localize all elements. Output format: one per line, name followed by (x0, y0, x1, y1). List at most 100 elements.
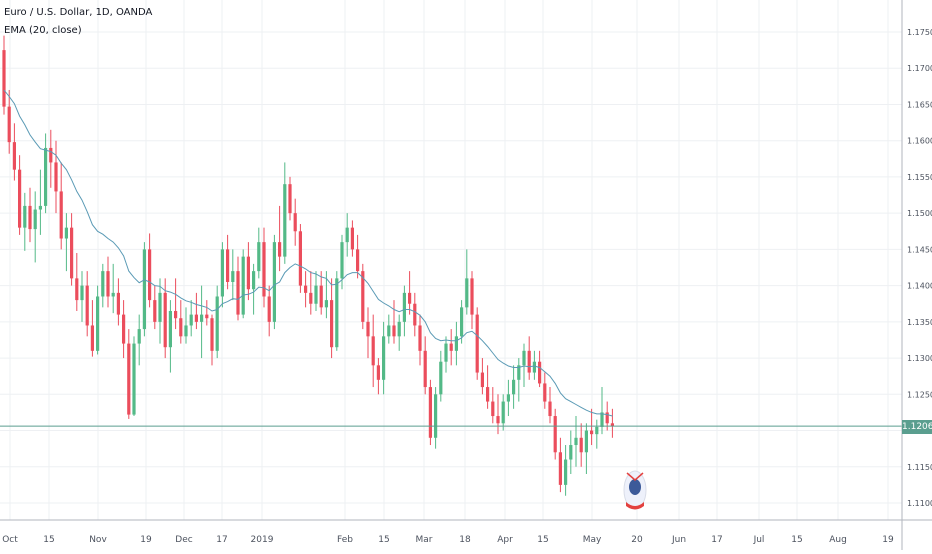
candle (387, 314, 391, 344)
candle (12, 123, 16, 181)
candle-body (158, 292, 162, 322)
candle (283, 162, 287, 264)
candle (356, 234, 360, 279)
candle (210, 314, 214, 366)
candle (127, 329, 131, 419)
candle (111, 263, 115, 314)
candle-body (548, 401, 552, 417)
candle (444, 336, 448, 373)
candle (163, 278, 167, 359)
time-tick-label: May (583, 535, 602, 545)
candle-body (304, 285, 308, 293)
price-tick-label: 1.14000 (907, 282, 932, 291)
price-tick-label: 1.16000 (907, 137, 932, 146)
candle (64, 213, 68, 272)
candle-body (366, 321, 370, 337)
candle (314, 271, 318, 311)
candle-body (356, 249, 360, 272)
candle (184, 307, 188, 344)
indicator-label[interactable]: EMA (20, close) (4, 25, 82, 36)
candle (288, 176, 292, 221)
candle-body (610, 423, 614, 427)
candle (293, 198, 297, 246)
candle-body (210, 318, 214, 351)
candle (517, 358, 521, 402)
candle (486, 365, 490, 409)
candle (179, 300, 183, 344)
candle (345, 213, 349, 257)
candle-body (278, 242, 282, 257)
candle-body (309, 292, 313, 304)
candle (439, 350, 443, 402)
tradingview-logo-icon (623, 470, 647, 510)
candle (428, 379, 432, 446)
candle-body (470, 278, 474, 315)
candle (200, 285, 204, 359)
candle-body (558, 452, 562, 485)
candle (558, 437, 562, 493)
candle (226, 234, 230, 290)
candle (569, 430, 573, 475)
candle (2, 35, 6, 115)
candle (80, 271, 84, 322)
candle-body (335, 278, 339, 348)
candle (272, 234, 276, 330)
candle-body (127, 343, 131, 415)
candle-body (434, 394, 438, 438)
candle-body (330, 300, 334, 348)
candle-body (538, 361, 542, 384)
candle-body (288, 184, 292, 214)
candle-body (465, 278, 469, 308)
candle-body (70, 227, 74, 279)
candle-body (298, 231, 302, 286)
candle (512, 365, 516, 409)
candle-body (163, 292, 167, 348)
grid (0, 0, 902, 520)
candle-body (262, 242, 266, 297)
price-tick-label: 1.14500 (907, 245, 932, 254)
candle (449, 329, 453, 366)
candle-body (142, 249, 146, 330)
candle (361, 263, 365, 330)
candle (418, 314, 422, 366)
candle-body (428, 387, 432, 438)
time-tick-label: 20 (631, 535, 643, 545)
candle-body (174, 310, 178, 319)
price-tick-label: 1.15000 (907, 209, 932, 218)
candle (527, 336, 531, 380)
candle-body (340, 242, 344, 279)
candle (470, 271, 474, 330)
candle-body (345, 227, 349, 243)
symbol-title[interactable]: Euro / U.S. Dollar, 1D, OANDA (4, 7, 153, 18)
candle-body (236, 271, 240, 315)
candle-body (252, 271, 256, 290)
candle (54, 140, 58, 214)
candle (215, 285, 219, 359)
time-tick-label: Oct (2, 535, 18, 545)
candle (241, 249, 245, 319)
time-tick-label: Jul (753, 535, 765, 545)
price-tick-label: 1.11500 (907, 463, 932, 472)
candle (574, 416, 578, 467)
candle (7, 89, 11, 154)
candles (2, 35, 614, 496)
candle (538, 350, 542, 388)
candle (137, 314, 141, 366)
candle (501, 394, 505, 431)
candle (252, 263, 256, 315)
candle (413, 292, 417, 337)
candle-body (382, 336, 386, 380)
candle (220, 242, 224, 308)
candle (257, 227, 261, 279)
candle (44, 133, 48, 214)
candle (423, 336, 427, 395)
candle-body (532, 361, 536, 373)
time-tick-label: 17 (216, 535, 227, 545)
candle-body (132, 343, 136, 415)
candle (543, 372, 547, 409)
candle-body (23, 205, 27, 228)
candle-body (293, 213, 297, 232)
